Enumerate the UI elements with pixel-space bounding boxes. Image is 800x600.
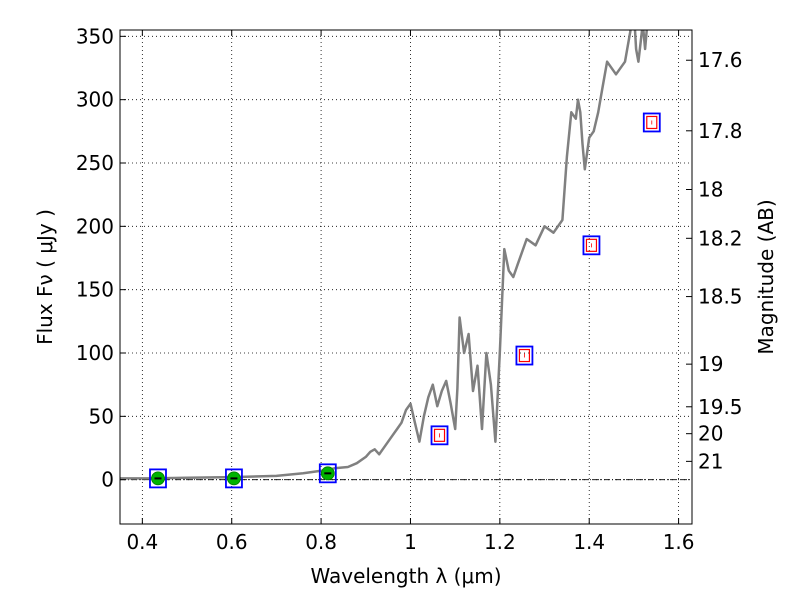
- y-axis-right-title: Magnitude (AB): [754, 199, 778, 354]
- red-square: [646, 115, 658, 130]
- spectrum-line: [120, 30, 649, 480]
- y-tick-label: 0: [101, 468, 114, 492]
- blue-square: [318, 463, 337, 484]
- y-tick-label: 50: [89, 404, 114, 428]
- magnitude-tick-label: 18: [698, 177, 723, 201]
- magnitude-tick-label: 17.8: [698, 119, 743, 143]
- magnitude-tick-label: 18.2: [698, 226, 743, 250]
- x-tick-label: 0.4: [126, 530, 158, 554]
- magnitude-tick-label: 18.5: [698, 285, 743, 309]
- clipped-data: [120, 30, 661, 489]
- grid-layer: [120, 30, 692, 524]
- x-tick-label: 1: [404, 530, 417, 554]
- blue-square: [430, 425, 449, 446]
- plot-frame: [119, 29, 693, 525]
- y-tick-label: 150: [76, 278, 114, 302]
- x-axis-title: Wavelength λ (μm): [310, 564, 501, 588]
- red-square: [518, 348, 531, 363]
- y-tick-label: 300: [76, 88, 114, 112]
- x-tick-label: 1.2: [484, 530, 516, 554]
- blue-square: [149, 468, 167, 489]
- magnitude-tick-label: 17.6: [698, 48, 743, 72]
- y-tick-label: 200: [76, 214, 114, 238]
- x-tick-label: 1.6: [663, 530, 695, 554]
- x-tick-label: 1.4: [573, 530, 605, 554]
- y-tick-label: 100: [76, 341, 114, 365]
- y-tick-label: 250: [76, 151, 114, 175]
- magnitude-tick-label: 19.5: [698, 395, 743, 419]
- blue-square: [582, 235, 601, 256]
- x-tick-label: 0.8: [305, 530, 337, 554]
- x-tick-label: 0.6: [216, 530, 248, 554]
- ticks-layer: 0.4 0.6 0.8 1 1.2 1.4 1.6 0 50 100 150 200 250 300 350…: [76, 24, 743, 554]
- y-tick-label: 350: [76, 24, 114, 48]
- y-axis-title: Flux Fν ( μJy ): [33, 209, 57, 345]
- blue-square: [515, 345, 534, 366]
- magnitude-tick-label: 19: [698, 352, 723, 376]
- blue-square: [225, 468, 243, 489]
- magnitude-tick-label: 21: [698, 449, 723, 473]
- red-square: [585, 238, 598, 252]
- blue-square: [642, 112, 661, 133]
- magnitude-tick-label: 20: [698, 422, 723, 446]
- data-layer: [120, 30, 661, 489]
- red-square: [433, 428, 446, 442]
